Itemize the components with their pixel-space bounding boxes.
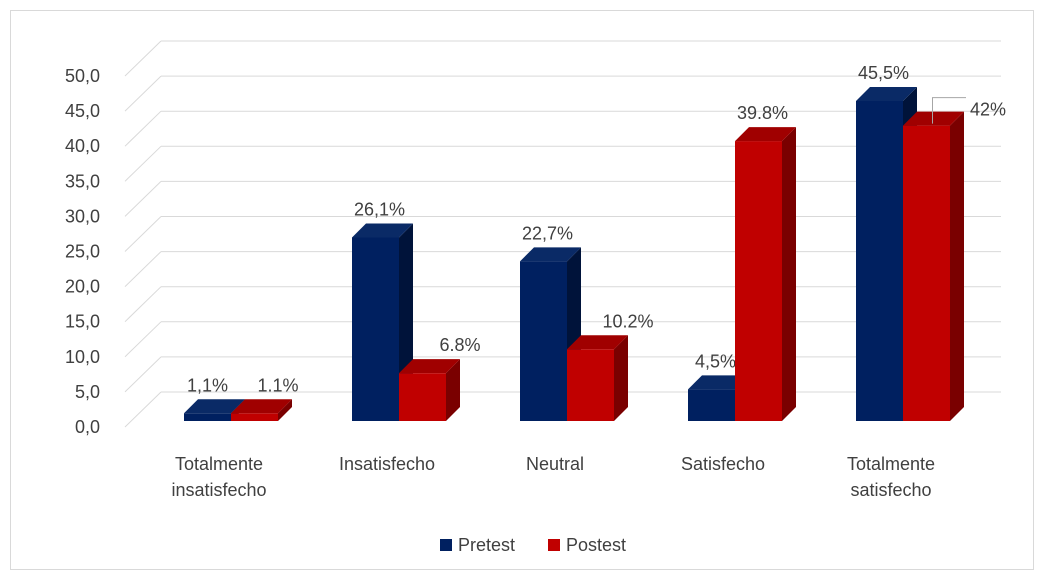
bar-top (567, 335, 628, 350)
bar (567, 349, 614, 421)
y-tick-label: 35,0 (65, 171, 100, 191)
gridline-side (124, 75, 162, 112)
y-tick-label: 40,0 (65, 136, 100, 156)
legend-swatch (548, 539, 560, 551)
bar (352, 237, 399, 421)
bar-side (446, 359, 460, 421)
gridline-side (124, 391, 162, 428)
y-tick-label: 50,0 (65, 66, 100, 86)
y-tick-label: 5,0 (75, 382, 100, 402)
x-tick-label: Neutral (526, 454, 584, 474)
data-label: 39.8% (737, 103, 788, 123)
y-tick-label: 0,0 (75, 417, 100, 437)
gridline-side (124, 145, 162, 182)
data-label: 22,7% (522, 223, 573, 243)
bar (735, 141, 782, 422)
legend-swatch (440, 539, 452, 551)
gridline-side (124, 110, 162, 147)
bar (856, 101, 903, 421)
data-label: 4,5% (695, 351, 736, 371)
data-label: 45,5% (858, 63, 909, 83)
data-label: 42% (970, 100, 1006, 120)
gridline-side (124, 321, 162, 358)
bar-top (352, 223, 413, 238)
x-tick-label: Satisfecho (681, 454, 765, 474)
gridline-side (124, 356, 162, 393)
bar-side (950, 111, 964, 421)
bar (520, 261, 567, 421)
bar (688, 389, 735, 421)
legend-label: Pretest (458, 535, 515, 555)
data-label: 26,1% (354, 199, 405, 219)
bar-top (688, 375, 749, 390)
bar-side (782, 127, 796, 421)
data-label: 10.2% (602, 311, 653, 331)
bar (184, 413, 231, 421)
data-label: 6.8% (439, 335, 480, 355)
bar-side (278, 399, 292, 421)
x-tick-label: satisfecho (850, 480, 931, 500)
legend-label: Postest (566, 535, 626, 555)
bar (903, 125, 950, 421)
bar (399, 373, 446, 421)
gridline-side (124, 251, 162, 287)
y-tick-label: 25,0 (65, 242, 100, 262)
gridline-side (124, 286, 162, 323)
bar-top (184, 399, 245, 414)
y-tick-label: 30,0 (65, 206, 100, 226)
bar-top (903, 111, 964, 126)
y-tick-label: 45,0 (65, 101, 100, 121)
bar-top (399, 359, 460, 374)
y-tick-label: 20,0 (65, 277, 100, 297)
bar (231, 413, 278, 421)
bar-side (614, 335, 628, 421)
bar-top (520, 247, 581, 262)
gridline-side (124, 40, 162, 77)
bar-top (735, 127, 796, 142)
bar-top (231, 399, 292, 414)
x-tick-label: insatisfecho (171, 480, 266, 500)
y-tick-label: 10,0 (65, 347, 100, 367)
x-tick-label: Totalmente (847, 454, 935, 474)
data-label: 1.1% (257, 375, 298, 395)
bar-top (856, 87, 917, 101)
leader-line (932, 97, 966, 124)
y-tick-label: 15,0 (65, 312, 100, 332)
gridline-side (124, 181, 162, 217)
data-label: 1,1% (187, 375, 228, 395)
gridline-side (124, 216, 162, 252)
x-tick-label: Totalmente (175, 454, 263, 474)
x-tick-label: Insatisfecho (339, 454, 435, 474)
